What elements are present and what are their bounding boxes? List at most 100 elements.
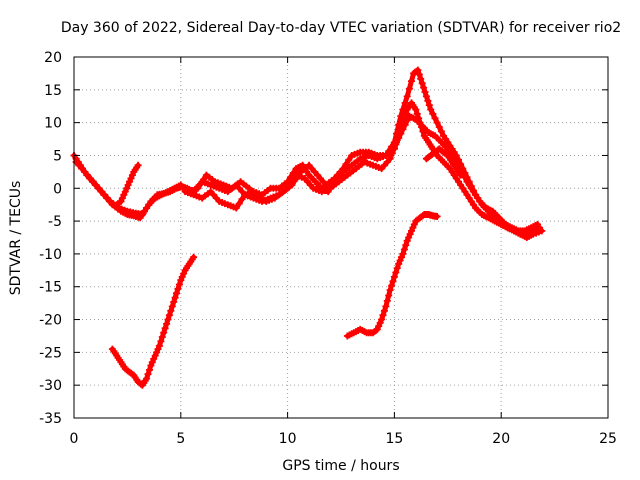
- data-point: [197, 180, 205, 188]
- data-point: [421, 88, 429, 96]
- data-point: [379, 311, 387, 319]
- data-point: [200, 176, 208, 183]
- data-point: [155, 342, 163, 350]
- data-point: [124, 181, 132, 189]
- data-point: [395, 260, 403, 268]
- data-point: [435, 123, 443, 131]
- data-point: [235, 200, 243, 208]
- data-point: [427, 106, 435, 113]
- data-point: [403, 237, 411, 245]
- data-point: [178, 273, 186, 281]
- y-tick-label: -5: [48, 214, 62, 230]
- data-point: [415, 71, 423, 78]
- data-point: [409, 224, 417, 232]
- data-point: [414, 66, 422, 74]
- data-point: [153, 348, 161, 356]
- data-point: [190, 253, 198, 261]
- data-point: [395, 134, 403, 142]
- data-point: [164, 316, 172, 323]
- data-point: [163, 320, 171, 328]
- data-point: [373, 325, 381, 333]
- data-point: [116, 199, 124, 206]
- data-point: [399, 250, 407, 258]
- x-tick-label: 20: [492, 431, 510, 447]
- data-point: [386, 286, 394, 294]
- data-points: [70, 66, 546, 389]
- series-arc-low-1: [108, 253, 198, 389]
- data-point: [143, 375, 151, 383]
- data-point: [417, 75, 425, 83]
- grid-lines: [74, 57, 608, 418]
- data-point: [134, 161, 142, 169]
- data-point: [420, 84, 428, 92]
- data-point: [171, 294, 179, 302]
- data-point: [429, 110, 437, 118]
- series-arc-post-peak: [422, 145, 465, 179]
- data-point: [399, 106, 407, 113]
- axis-ticks: 0 5 10 15 20 25 20 15 10 5 0 -5 -10 -15 -20 -25 -30 -35: [39, 50, 617, 447]
- data-point: [117, 197, 125, 205]
- y-tick-label: 0: [53, 181, 62, 197]
- series-arc-main-3: [181, 112, 541, 235]
- data-point: [382, 152, 390, 159]
- y-tick-label: -30: [39, 378, 62, 394]
- data-point: [372, 327, 380, 334]
- data-point: [461, 173, 469, 181]
- data-point: [238, 195, 246, 203]
- data-point: [232, 204, 240, 212]
- data-point: [160, 329, 168, 337]
- data-point: [154, 345, 162, 353]
- data-point: [383, 297, 391, 305]
- x-tick-label: 15: [385, 431, 403, 447]
- y-tick-label: -15: [39, 280, 62, 296]
- data-point: [397, 130, 405, 138]
- data-point: [177, 276, 185, 284]
- data-point: [345, 156, 353, 164]
- data-point: [408, 77, 415, 85]
- data-point: [399, 125, 407, 133]
- data-point: [534, 220, 541, 228]
- y-tick-label: 5: [53, 148, 62, 164]
- data-point: [158, 333, 166, 341]
- data-point: [431, 114, 439, 122]
- data-point: [388, 282, 396, 290]
- data-point: [413, 110, 421, 118]
- data-point: [148, 358, 156, 366]
- y-tick-label: 15: [44, 83, 62, 99]
- data-point: [339, 165, 347, 173]
- data-point: [157, 337, 165, 345]
- x-tick-label: 5: [176, 431, 185, 447]
- series-arc-low-2: [343, 211, 441, 340]
- data-point: [392, 269, 400, 276]
- data-point: [144, 370, 152, 378]
- data-point: [194, 184, 202, 192]
- data-point: [405, 85, 413, 93]
- y-tick-label: -35: [39, 411, 62, 427]
- data-point: [437, 127, 445, 135]
- data-point: [376, 319, 384, 327]
- y-tick-label: -10: [39, 247, 62, 263]
- data-point: [403, 116, 411, 124]
- data-point: [378, 316, 386, 323]
- y-axis-label: SDTVAR / TECUs: [8, 181, 24, 296]
- data-point: [168, 302, 176, 310]
- data-point: [165, 311, 173, 319]
- data-point: [424, 97, 432, 105]
- data-point: [342, 160, 350, 168]
- data-point: [289, 176, 297, 183]
- data-point: [161, 324, 169, 332]
- data-point: [397, 112, 405, 120]
- data-point: [403, 92, 411, 100]
- y-tick-label: -25: [39, 345, 62, 361]
- data-point: [401, 121, 409, 129]
- data-point: [418, 79, 426, 87]
- x-tick-label: 25: [599, 431, 617, 447]
- data-point: [146, 366, 153, 374]
- data-point: [170, 298, 178, 306]
- data-point: [167, 307, 175, 315]
- data-point: [388, 149, 396, 157]
- y-tick-label: 20: [44, 50, 62, 66]
- data-point: [385, 292, 393, 299]
